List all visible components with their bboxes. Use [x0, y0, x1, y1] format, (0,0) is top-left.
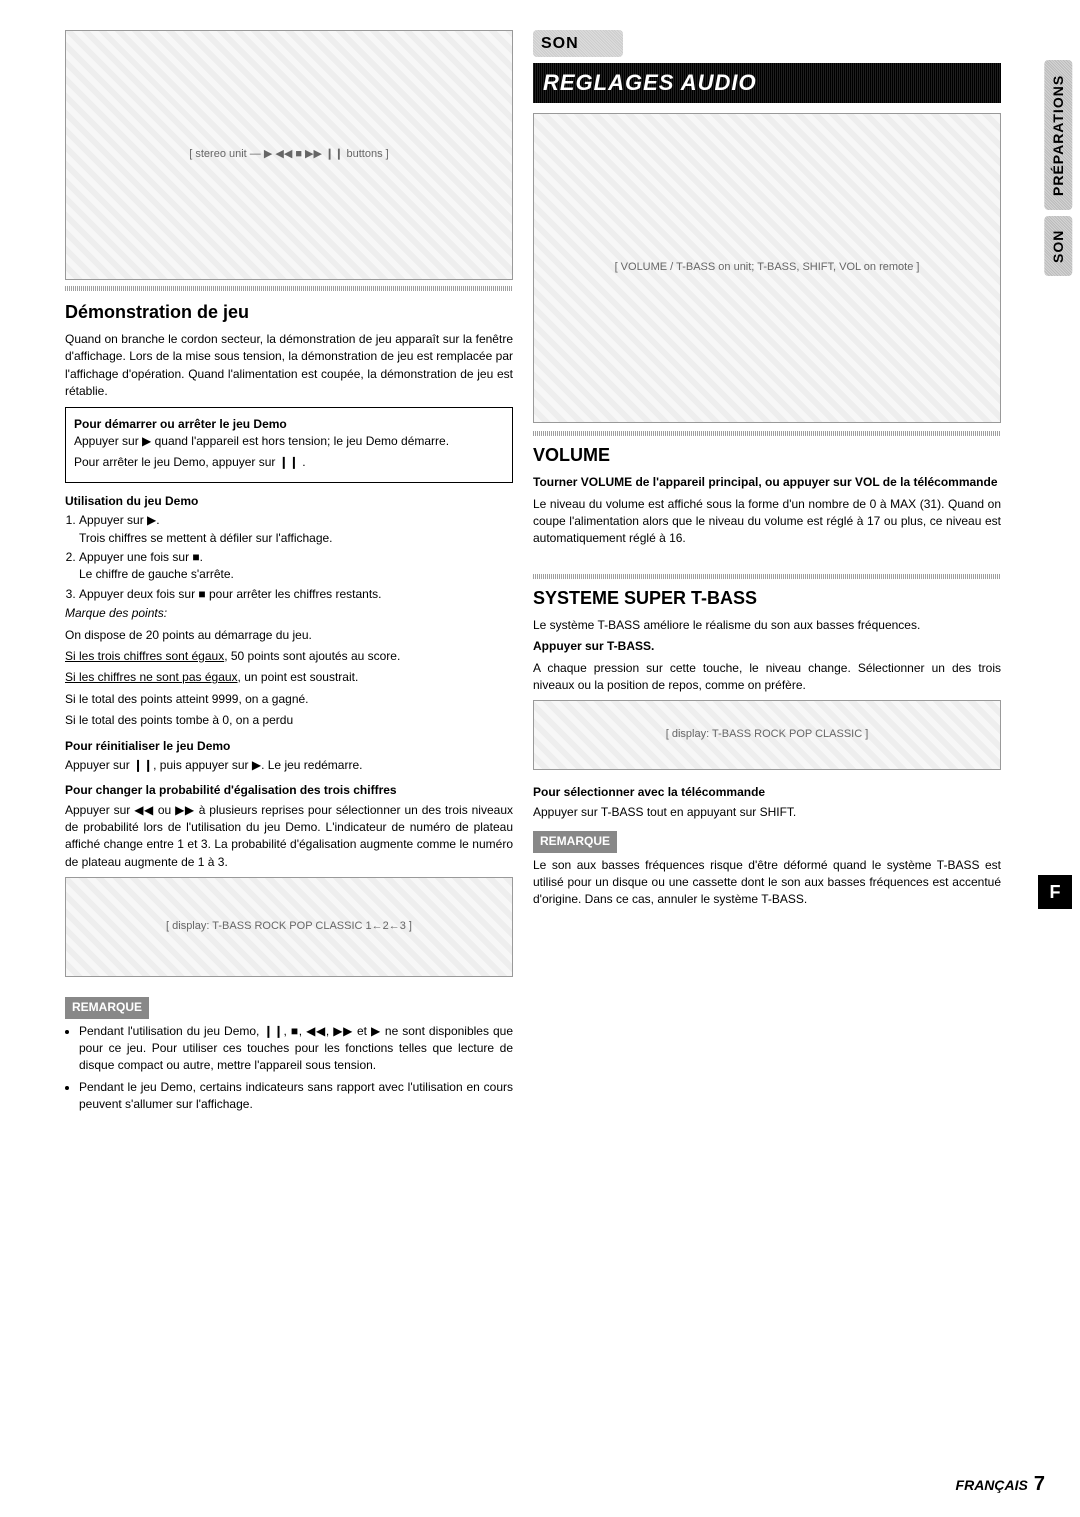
intro-text: Quand on branche le cordon secteur, la d… — [65, 331, 513, 401]
page-letter-badge: F — [1038, 875, 1072, 909]
demo-start-stop-box: Pour démarrer ou arrêter le jeu Demo App… — [65, 407, 513, 483]
volume-instruction: Tourner VOLUME de l'appareil principal, … — [533, 474, 1001, 491]
list-item: Appuyer deux fois sur ■ pour arrêter les… — [79, 586, 513, 603]
divider — [65, 286, 513, 291]
remarque-item: Pendant le jeu Demo, certains indicateur… — [79, 1079, 513, 1114]
volume-text: Le niveau du volume est affiché sous la … — [533, 496, 1001, 548]
tab-son: SON — [1044, 216, 1072, 276]
heading-tbass: SYSTEME SUPER T-BASS — [533, 585, 1001, 611]
divider — [533, 431, 1001, 436]
figure-display-right: [ display: T-BASS ROCK POP CLASSIC ] — [533, 700, 1001, 770]
li-text: Appuyer une fois sur ■. — [79, 550, 203, 564]
plain-text: , 50 points sont ajoutés au score. — [224, 649, 400, 663]
points-line: Si les trois chiffres sont égaux, 50 poi… — [65, 648, 513, 665]
remarque-badge: REMARQUE — [533, 831, 617, 852]
side-tabs: PRÉPARATIONS SON — [1044, 60, 1072, 276]
header-reglages-audio: REGLAGES AUDIO — [533, 63, 1001, 103]
underline-text: Si les trois chiffres sont égaux — [65, 649, 224, 663]
remarque-list: Pendant l'utilisation du jeu Demo, ❙❙, ■… — [65, 1023, 513, 1114]
plain-text: , un point est soustrait. — [238, 670, 359, 684]
heading-probability: Pour changer la probabilité d'égalisatio… — [65, 782, 513, 799]
points-line: Si les chiffres ne sont pas égaux, un po… — [65, 669, 513, 686]
utilisation-list: Appuyer sur ▶. Trois chiffres se mettent… — [65, 512, 513, 603]
heading-select-remote: Pour sélectionner avec la télécommande — [533, 784, 1001, 801]
li-sub: Le chiffre de gauche s'arrête. — [79, 567, 234, 581]
figure-stereo-left: [ stereo unit — ▶ ◀◀ ■ ▶▶ ❙❙ buttons ] — [65, 30, 513, 280]
marque-heading: Marque des points: — [65, 605, 513, 622]
reinit-text: Appuyer sur ❙❙, puis appuyer sur ▶. Le j… — [65, 757, 513, 774]
points-line: On dispose de 20 points au démarrage du … — [65, 627, 513, 644]
heading-reinit: Pour réinitialiser le jeu Demo — [65, 738, 513, 755]
figure-display-left: [ display: T-BASS ROCK POP CLASSIC 1←2←3… — [65, 877, 513, 977]
li-sub: Trois chiffres se mettent à défiler sur … — [79, 531, 333, 545]
underline-text: Si les chiffres ne sont pas égaux — [65, 670, 238, 684]
footer-page-number: 7 — [1034, 1470, 1045, 1499]
probability-text: Appuyer sur ◀◀ ou ▶▶ à plusieurs reprise… — [65, 802, 513, 872]
left-column: [ stereo unit — ▶ ◀◀ ■ ▶▶ ❙❙ buttons ] D… — [65, 30, 513, 1118]
tab-preparations: PRÉPARATIONS — [1044, 60, 1072, 210]
points-line: Si le total des points atteint 9999, on … — [65, 691, 513, 708]
remarque-text: Le son aux basses fréquences risque d'êt… — [533, 857, 1001, 909]
list-item: Appuyer une fois sur ■. Le chiffre de ga… — [79, 549, 513, 584]
box-p1: Appuyer sur ▶ quand l'appareil est hors … — [74, 433, 504, 450]
li-text: Appuyer deux fois sur ■ pour arrêter les… — [79, 587, 382, 601]
box-p2: Pour arrêter le jeu Demo, appuyer sur ❙❙… — [74, 454, 504, 471]
select-remote-text: Appuyer sur T-BASS tout en appuyant sur … — [533, 804, 1001, 821]
box-heading: Pour démarrer ou arrêter le jeu Demo — [74, 416, 504, 433]
page-content: [ stereo unit — ▶ ◀◀ ■ ▶▶ ❙❙ buttons ] D… — [65, 30, 1052, 1118]
tbass-instruction: Appuyer sur T-BASS. — [533, 638, 1001, 655]
footer-lang: FRANÇAIS — [956, 1475, 1028, 1495]
son-label: SON — [533, 30, 623, 57]
figure-stereo-right: [ VOLUME / T-BASS on unit; T-BASS, SHIFT… — [533, 113, 1001, 423]
divider — [533, 574, 1001, 579]
remarque-badge: REMARQUE — [65, 997, 149, 1018]
tbass-text: A chaque pression sur cette touche, le n… — [533, 660, 1001, 695]
heading-demonstration: Démonstration de jeu — [65, 299, 513, 325]
points-line: Si le total des points tombe à 0, on a p… — [65, 712, 513, 729]
list-item: Appuyer sur ▶. Trois chiffres se mettent… — [79, 512, 513, 547]
right-column: SON REGLAGES AUDIO [ VOLUME / T-BASS on … — [533, 30, 1001, 1118]
heading-volume: VOLUME — [533, 442, 1001, 468]
tbass-intro: Le système T-BASS améliore le réalisme d… — [533, 617, 1001, 634]
page-footer: FRANÇAIS 7 — [956, 1470, 1045, 1499]
li-text: Appuyer sur ▶. — [79, 513, 160, 527]
remarque-item: Pendant l'utilisation du jeu Demo, ❙❙, ■… — [79, 1023, 513, 1075]
heading-utilisation: Utilisation du jeu Demo — [65, 493, 513, 510]
